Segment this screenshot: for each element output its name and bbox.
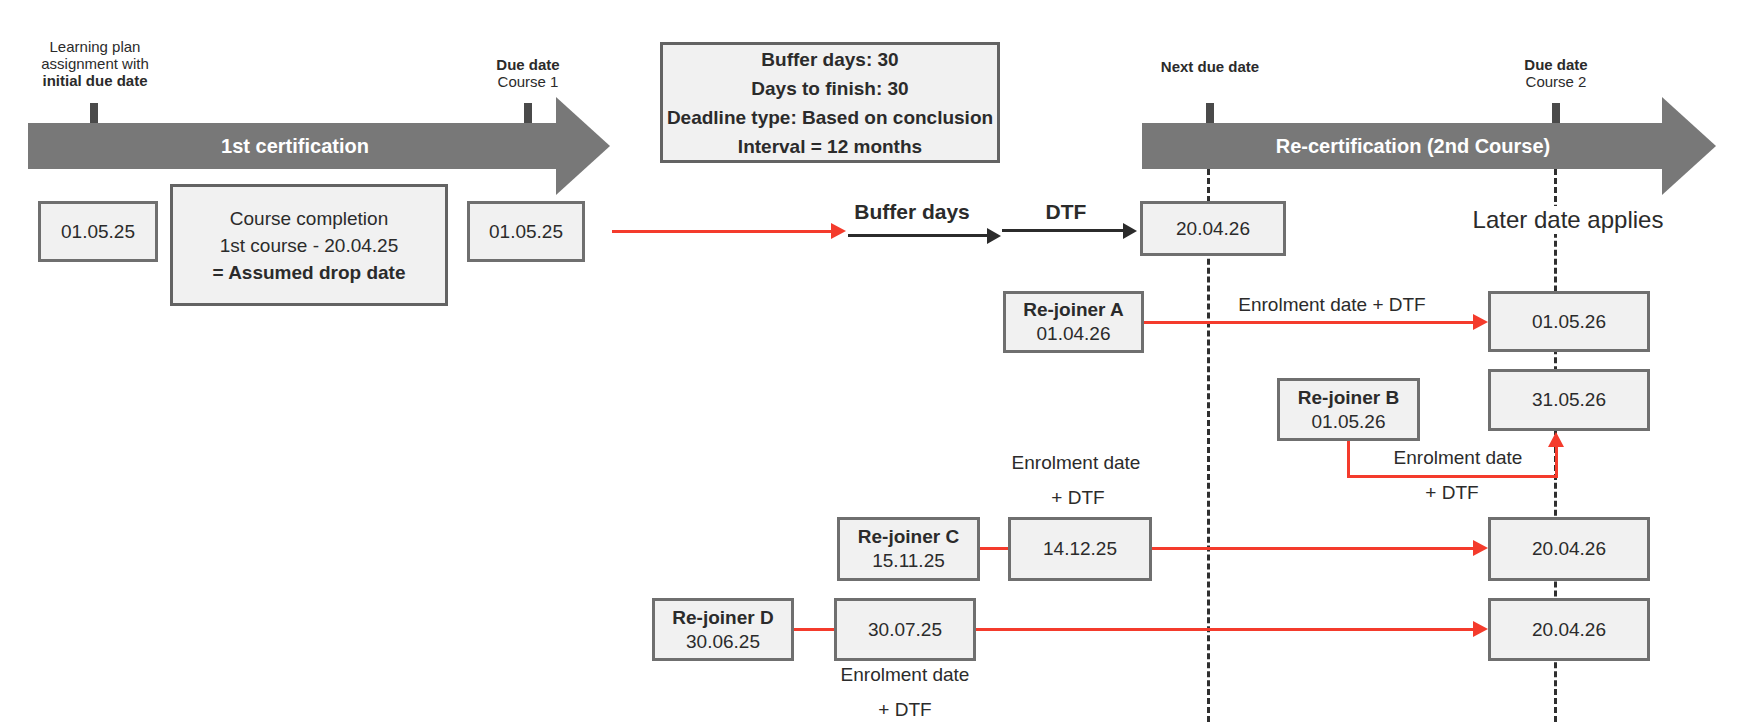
due-date-course2-label-line2: Course 2	[1524, 73, 1587, 90]
due-date-course2-label-line1: Due date	[1524, 56, 1587, 73]
due-date-course2-label: Due date Course 2	[1524, 56, 1587, 90]
assignment-label-line1: Learning plan	[41, 38, 149, 55]
rejoiner-a-box: Re-joiner A 01.04.26	[1003, 291, 1144, 353]
next-due-date-tick	[1206, 103, 1214, 123]
assignment-tick	[90, 103, 98, 123]
assignment-label-line3: initial due date	[41, 72, 149, 89]
rejoiner-c-result-value: 20.04.26	[1532, 537, 1606, 561]
next-due-date-label: Next due date	[1161, 58, 1259, 75]
rejoiner-d-date: 30.06.25	[686, 630, 760, 654]
course-completion-line1: Course completion	[230, 205, 388, 232]
drop-date-arrow-line	[612, 230, 832, 233]
rejoiner-b-result-box: 31.05.26	[1488, 369, 1650, 431]
first-certification-band-arrowhead	[556, 97, 610, 195]
info-interval: Interval = 12 months	[738, 132, 922, 161]
next-due-date-box: 20.04.26	[1140, 201, 1286, 256]
rejoiner-d-intermediate-box: 30.07.25	[834, 598, 976, 661]
assignment-label: Learning plan assignment with initial du…	[41, 38, 149, 89]
dtf-arrow-line	[1002, 229, 1124, 232]
rejoiner-d-intermediate-value: 30.07.25	[868, 618, 942, 642]
rejoiner-a-arrow-head	[1473, 314, 1488, 330]
recertification-timeline-diagram: Learning plan assignment with initial du…	[0, 0, 1750, 727]
info-days-to-finish: Days to finish: 30	[751, 74, 908, 103]
course1-due-date-box: 01.05.25	[467, 201, 585, 262]
rejoiner-d-arrow-label-line2: + DTF	[878, 699, 931, 721]
due-date-course2-tick	[1552, 103, 1560, 123]
rejoiner-b-elbow-across	[1347, 475, 1558, 478]
rejoiner-b-arrow-label-line2: + DTF	[1425, 482, 1478, 504]
rejoiner-c-box: Re-joiner C 15.11.25	[837, 517, 980, 581]
rejoiner-b-arrow-label-line1: Enrolment date	[1394, 447, 1523, 469]
initial-due-date-box: 01.05.25	[38, 201, 158, 262]
first-certification-band-label: 1st certification	[221, 135, 369, 158]
buffer-days-arrow-line	[848, 234, 988, 237]
rejoiner-b-date: 01.05.26	[1312, 410, 1386, 434]
buffer-days-label: Buffer days	[854, 200, 970, 224]
later-date-applies-note: Later date applies	[1465, 206, 1672, 234]
next-due-date-value: 20.04.26	[1176, 217, 1250, 241]
rejoiner-b-arrow-head	[1548, 432, 1564, 447]
assignment-label-line2: assignment with	[41, 55, 149, 72]
rejoiner-c-intermediate-box: 14.12.25	[1008, 517, 1152, 581]
due-date-course1-label: Due date Course 1	[496, 56, 559, 90]
rejoiner-b-elbow-down	[1347, 441, 1350, 478]
course-completion-line3: = Assumed drop date	[212, 259, 405, 286]
rejoiner-a-result-box: 01.05.26	[1488, 291, 1650, 352]
buffer-days-arrow-head	[987, 228, 1001, 244]
rejoiner-d-arrow-head	[1473, 621, 1488, 637]
drop-date-arrow-head	[831, 223, 846, 239]
dtf-arrow-head	[1123, 223, 1137, 239]
rejoiner-c-result-box: 20.04.26	[1488, 517, 1650, 581]
info-deadline-type: Deadline type: Based on conclusion	[667, 103, 993, 132]
due-date-course1-tick	[524, 103, 532, 123]
rejoiner-c-arrow-line	[1152, 547, 1474, 550]
rejoiner-a-date: 01.04.26	[1037, 322, 1111, 346]
course-completion-line2: 1st course - 20.04.25	[220, 232, 399, 259]
info-buffer-days: Buffer days: 30	[761, 45, 898, 74]
rejoiner-c-arrow-label-line1: Enrolment date	[1012, 452, 1141, 474]
rejoiner-d-connector-line	[794, 628, 834, 631]
rejoiner-c-date: 15.11.25	[872, 549, 945, 573]
rejoiner-a-arrow-line	[1144, 321, 1474, 324]
rejoiner-c-arrow-label-line2: + DTF	[1051, 487, 1104, 509]
rejoiner-b-result-value: 31.05.26	[1532, 388, 1606, 412]
recertification-band-arrowhead	[1662, 97, 1716, 195]
rejoiner-a-arrow-label: Enrolment date + DTF	[1238, 294, 1425, 316]
recertification-band-label: Re-certification (2nd Course)	[1276, 135, 1550, 158]
due-date-course1-label-line2: Course 1	[496, 73, 559, 90]
rejoiner-a-result-value: 01.05.26	[1532, 310, 1606, 334]
rejoiner-d-result-value: 20.04.26	[1532, 618, 1606, 642]
rejoiner-c-connector-line	[980, 547, 1008, 550]
course1-due-date-value: 01.05.25	[489, 220, 563, 244]
rejoiner-d-result-box: 20.04.26	[1488, 598, 1650, 661]
due-date-course1-label-line1: Due date	[496, 56, 559, 73]
rejoiner-c-intermediate-value: 14.12.25	[1043, 537, 1117, 561]
initial-due-date-value: 01.05.25	[61, 220, 135, 244]
rejoiner-d-arrow-label-line1: Enrolment date	[841, 664, 970, 686]
rejoiner-b-box: Re-joiner B 01.05.26	[1277, 378, 1420, 441]
rejoiner-c-name: Re-joiner C	[858, 525, 959, 549]
rule-info-box: Buffer days: 30 Days to finish: 30 Deadl…	[660, 42, 1000, 163]
rejoiner-d-box: Re-joiner D 30.06.25	[652, 598, 794, 661]
rejoiner-a-name: Re-joiner A	[1023, 298, 1124, 322]
rejoiner-c-arrow-head	[1473, 540, 1488, 556]
course-completion-box: Course completion 1st course - 20.04.25 …	[170, 184, 448, 306]
rejoiner-d-name: Re-joiner D	[672, 606, 773, 630]
rejoiner-b-name: Re-joiner B	[1298, 386, 1399, 410]
rejoiner-d-arrow-line	[976, 628, 1474, 631]
dtf-label: DTF	[1046, 200, 1087, 224]
